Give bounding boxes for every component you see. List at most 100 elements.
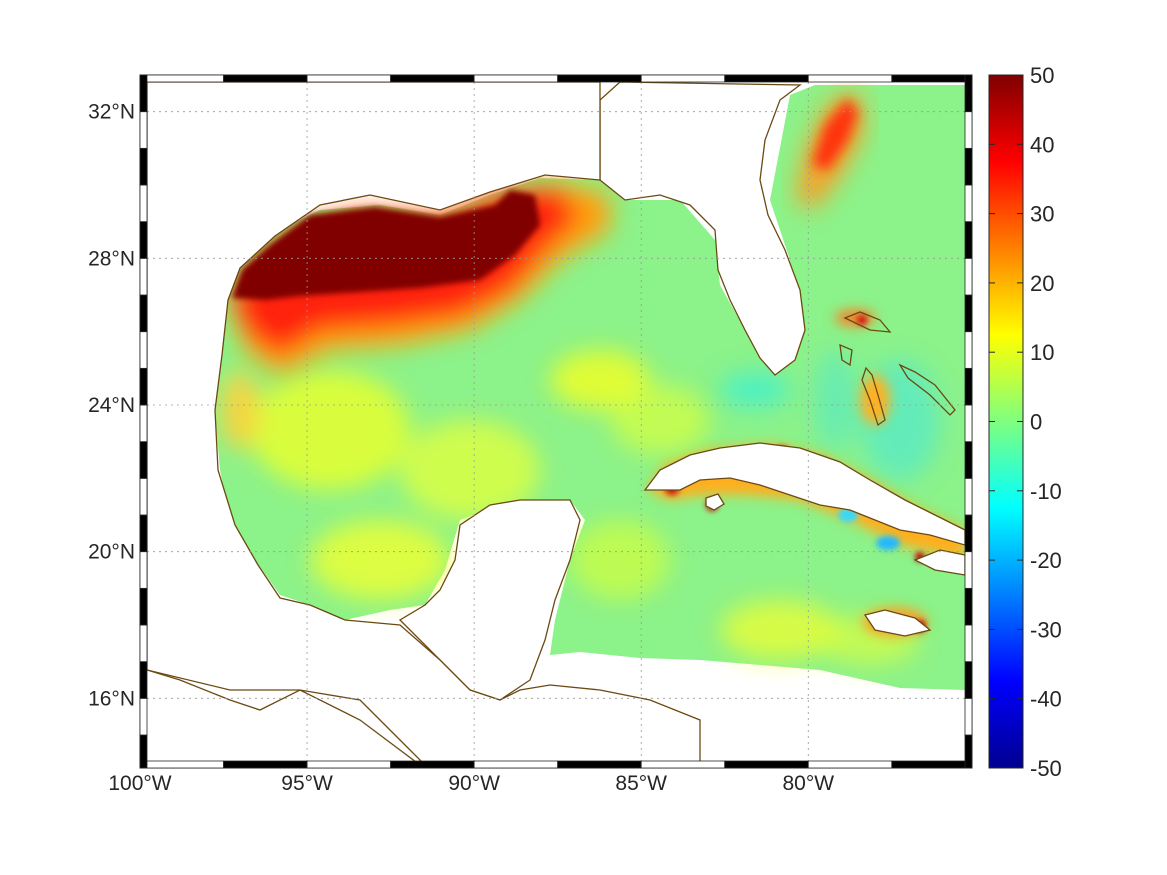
central-america-coast [147,669,422,761]
frame-block [964,367,973,406]
warm-patch [610,385,710,455]
bahamas-island [898,363,956,416]
frame-block [223,760,308,769]
frame-block [807,760,893,769]
frame-block [557,760,642,769]
warm-patch [220,370,260,450]
warm-patch [550,350,650,410]
colorbar-label: 20 [1030,271,1054,296]
mexico-landmass [147,82,701,761]
frame-block [139,760,224,769]
frame-block [964,624,973,663]
map-frame [139,74,973,769]
longitude-label: 90°W [448,772,500,795]
colorbar-label: -50 [1030,756,1062,781]
frame-block [139,147,148,186]
longitude-label: 80°W [782,772,834,795]
colorbar-label: 0 [1030,410,1042,435]
cool-patch [720,372,790,408]
longitude-label: 95°W [281,772,333,795]
colorbar: 50 40 30 20 10 0 -10 -20 -30 -40 -50 [988,63,1062,781]
frame-block [964,477,973,516]
frame-block [139,404,148,443]
frame-block [964,294,973,333]
frame-block [139,74,224,83]
frame-block [139,661,148,699]
colorbar-label: 50 [1030,63,1054,88]
longitude-labels: 100°W 95°W 90°W 85°W 80°W [108,772,834,795]
frame-block [473,760,559,769]
frame-block [139,441,148,479]
latitude-label: 16°N [88,687,135,710]
frame-block [557,74,642,83]
frame-block [139,734,148,769]
frame-block [964,514,973,553]
bahamas-island [861,366,886,427]
frame-block [964,661,973,699]
frame-block [964,147,973,186]
frame-block [139,367,148,406]
bahamas-island [839,343,853,367]
frame-block [139,477,148,516]
frame-block [139,294,148,333]
frame-block [306,74,392,83]
land [147,82,965,761]
frame-block [964,551,973,589]
hispaniola [913,549,965,576]
frame-block [139,514,148,553]
warm-patch [400,420,540,520]
frame-block [139,697,148,736]
frame-block [891,74,973,83]
frame-block [390,760,475,769]
jamaica-island [863,609,932,637]
gulf-stream-core [812,98,858,170]
frame-block [390,74,475,83]
colorbar-label: -10 [1030,479,1062,504]
frame-block [964,331,973,369]
frame-block [964,404,973,443]
colorbar-label: -40 [1030,687,1062,712]
frame-block [139,624,148,663]
frame-block [964,734,973,769]
florida-landmass [599,82,806,376]
frame-block [964,587,973,626]
frame-block [724,760,809,769]
bahamas-island [843,311,892,333]
yucatan-landmass [398,499,581,701]
warm-patch [310,520,450,600]
frame-block [139,551,148,589]
longitude-label: 100°W [108,772,171,795]
frame-block [891,760,973,769]
colorbar-label: -30 [1030,617,1062,642]
latitude-label: 28°N [88,247,135,270]
frame-block [964,111,973,149]
frame-block [964,257,973,296]
warm-patch [720,600,840,660]
frame-block [964,697,973,736]
hotspot [857,315,867,325]
frame-block [306,760,392,769]
hot-band-core [232,190,540,300]
frame-block [139,184,148,223]
frame-block [807,74,893,83]
frame-block [139,111,148,149]
frame-block [139,221,148,259]
colorbar-label: 30 [1030,202,1054,227]
frame-block [473,74,559,83]
frame-block [964,221,973,259]
frame-block [139,257,148,296]
longitude-label: 85°W [615,772,667,795]
frame-block [964,74,973,113]
bahamas-warm [835,310,875,326]
frame-block [223,74,308,83]
warm-patch [570,520,670,600]
isla-juventud [705,493,725,511]
cool-patch [815,350,855,450]
cold-spot [876,536,900,550]
cuba-island [643,442,965,546]
frame-block [724,74,809,83]
frame-block [640,760,726,769]
colorbar-label: 40 [1030,132,1054,157]
frame-block [964,184,973,223]
